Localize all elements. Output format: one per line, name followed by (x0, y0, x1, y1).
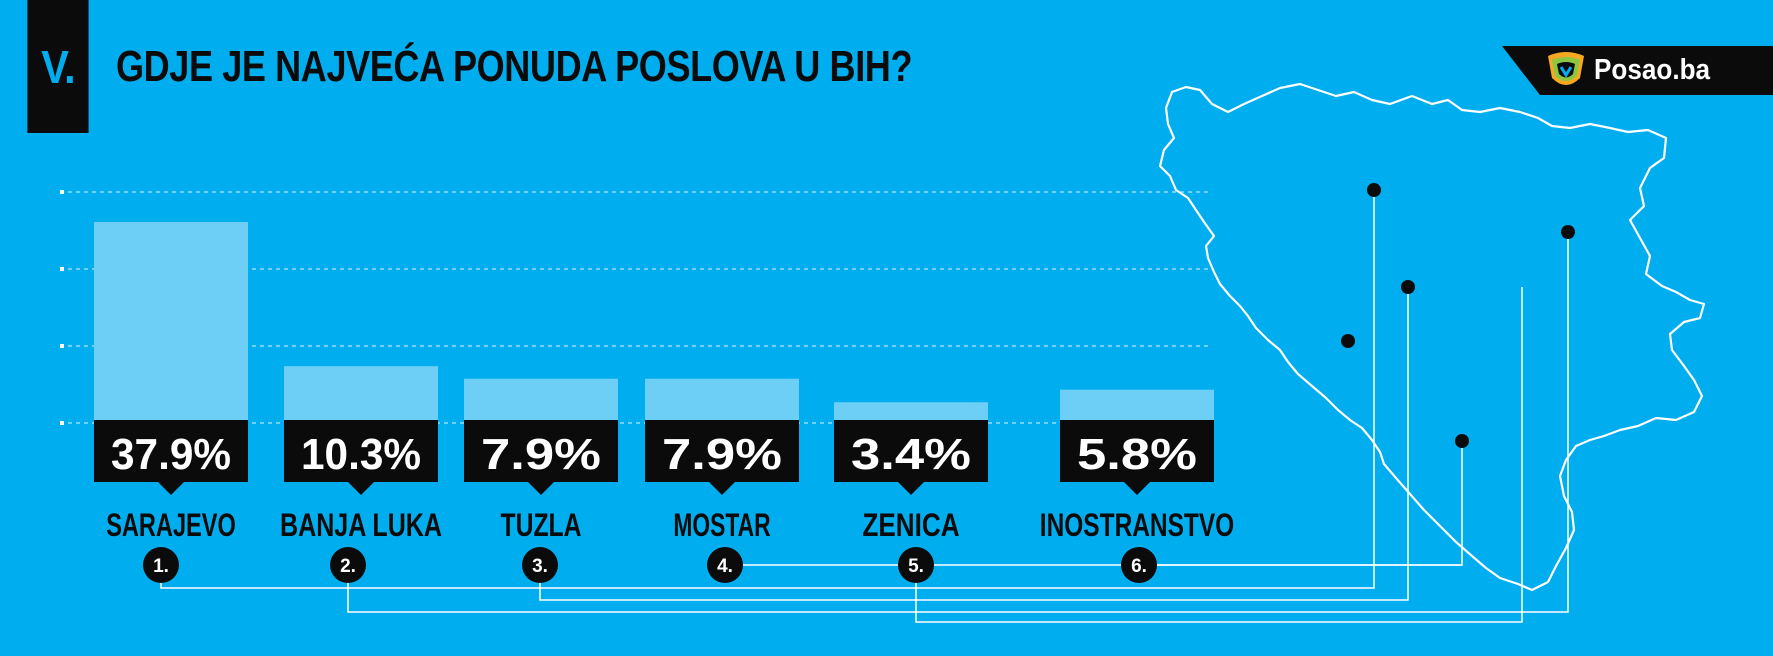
grid-lines (60, 190, 1212, 425)
category-label: TUZLA (501, 507, 582, 543)
section-number: V. (41, 40, 75, 93)
bars-group: 37.9% SARAJEVO 10.3% BANJA LUKA 7.9% TUZLA 7.9… (94, 222, 1234, 543)
posao-logo[interactable]: Posao.ba (1502, 46, 1773, 95)
bar (1060, 389, 1214, 420)
value-label-box (834, 420, 988, 495)
rank-badge (522, 547, 558, 583)
category-label: BANJA LUKA (280, 507, 442, 543)
map-dot-banja-luka (1367, 183, 1381, 197)
bar (94, 222, 248, 420)
bih-map (1158, 82, 1706, 592)
posao-shield-icon (1548, 52, 1584, 85)
rank-badge (707, 547, 743, 583)
map-dot-mostar (1341, 334, 1355, 348)
value-label-box (645, 420, 799, 495)
map-dot-zenica (1401, 280, 1415, 294)
rank-number: 1. (153, 556, 169, 577)
grid-tick (60, 190, 64, 194)
grid-tick (60, 421, 64, 425)
value-label-box (464, 420, 618, 495)
bar (834, 402, 988, 420)
section-number-badge: V. (27, 0, 89, 133)
value-label-box (1060, 420, 1214, 495)
value-label: 7.9% (662, 430, 782, 479)
bih-map-outline (1158, 82, 1706, 592)
page-title: GDJE JE NAJVEĆA PONUDA POSLOVA U BIH? (116, 42, 913, 91)
map-dot-tuzla (1561, 225, 1575, 239)
rank-badge (143, 547, 179, 583)
rank-number: 3. (532, 556, 548, 577)
value-label: 7.9% (481, 430, 601, 479)
rank-number: 5. (908, 556, 924, 577)
value-label: 10.3% (301, 430, 421, 479)
category-label: ZENICA (862, 507, 959, 543)
rank-badge (1121, 547, 1157, 583)
category-label: SARAJEVO (106, 507, 236, 543)
value-label-box (284, 420, 438, 495)
value-label: 3.4% (851, 430, 971, 479)
map-dot-sarajevo (1455, 434, 1469, 448)
value-label: 37.9% (111, 430, 231, 479)
grid-tick (60, 267, 64, 271)
bar (645, 378, 799, 420)
rank-badge (330, 547, 366, 583)
rank-number: 6. (1131, 556, 1147, 577)
rank-badge (898, 547, 934, 583)
value-label: 5.8% (1077, 430, 1197, 479)
bar (284, 366, 438, 420)
logo-text: Posao.ba (1594, 54, 1711, 86)
rank-badges: 1. 2. 3. 4. 5. 6. (143, 547, 1157, 583)
rank-number: 4. (717, 556, 733, 577)
category-label: INOSTRANSTVO (1040, 507, 1234, 543)
grid-tick (60, 344, 64, 348)
rank-number: 2. (340, 556, 356, 577)
connector-line (915, 287, 1523, 623)
category-label: MOSTAR (673, 507, 770, 543)
bar (464, 378, 618, 420)
value-label-box (94, 420, 248, 495)
connector-line (347, 232, 1569, 613)
